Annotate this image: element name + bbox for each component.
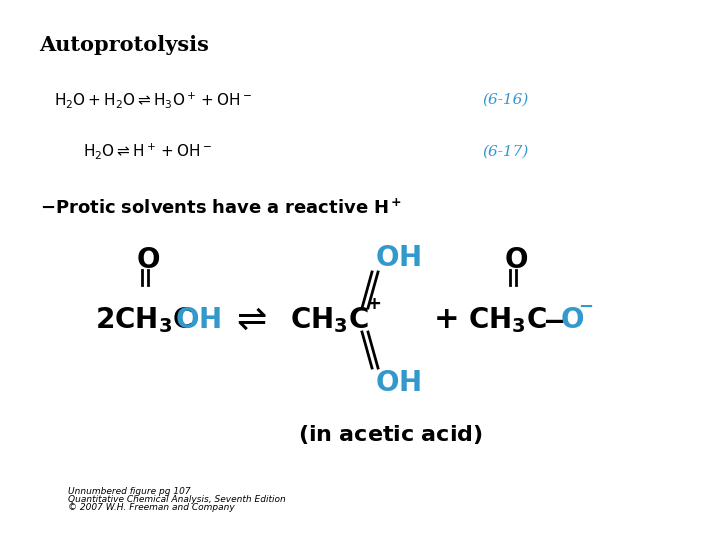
Text: $\mathbf{- Protic\ solvents\ have\ a\ reactive\ H^+}$: $\mathbf{- Protic\ solvents\ have\ a\ re… (40, 198, 402, 218)
Text: $\mathbf{CH_3C}$: $\mathbf{CH_3C}$ (290, 305, 369, 335)
Text: Quantitative Chemical Analysis, Seventh Edition: Quantitative Chemical Analysis, Seventh … (68, 495, 286, 504)
Text: $\mathbf{O}$: $\mathbf{O}$ (136, 246, 160, 274)
Text: Autoprotolysis: Autoprotolysis (40, 35, 210, 55)
Text: (6-17): (6-17) (482, 144, 528, 158)
Text: $\mathbf{+}$: $\mathbf{+}$ (366, 295, 381, 313)
Text: $\mathrm{H_2O + H_2O \rightleftharpoons H_3O^+ + OH^-}$: $\mathrm{H_2O + H_2O \rightleftharpoons … (54, 90, 252, 110)
Text: $\mathbf{OH}$: $\mathbf{OH}$ (375, 244, 421, 272)
Text: $\mathbf{CH_3C}$: $\mathbf{CH_3C}$ (468, 305, 546, 335)
Text: $\mathbf{O}$: $\mathbf{O}$ (560, 306, 584, 334)
Text: $\mathbf{2CH_3C}$: $\mathbf{2CH_3C}$ (95, 305, 193, 335)
Text: $\mathbf{-}$: $\mathbf{-}$ (578, 297, 593, 315)
Text: $\mathbf{O}$: $\mathbf{O}$ (504, 246, 528, 274)
Text: (6-16): (6-16) (482, 93, 528, 107)
Text: $\mathbf{OH}$: $\mathbf{OH}$ (175, 306, 221, 334)
Text: $\mathbf{+}$: $\mathbf{+}$ (433, 306, 457, 334)
Text: © 2007 W.H. Freeman and Company: © 2007 W.H. Freeman and Company (68, 503, 235, 512)
Text: $\mathbf{-}$: $\mathbf{-}$ (542, 306, 564, 334)
Text: Unnumbered figure pg 107: Unnumbered figure pg 107 (68, 487, 191, 496)
Text: $\mathrm{H_2O \rightleftharpoons H^+ + OH^-}$: $\mathrm{H_2O \rightleftharpoons H^+ + O… (83, 141, 212, 161)
Text: $\rightleftharpoons$: $\rightleftharpoons$ (229, 303, 267, 337)
Text: $\mathbf{(in\ acetic\ acid)}$: $\mathbf{(in\ acetic\ acid)}$ (297, 423, 482, 447)
Text: $\mathbf{OH}$: $\mathbf{OH}$ (375, 369, 421, 397)
